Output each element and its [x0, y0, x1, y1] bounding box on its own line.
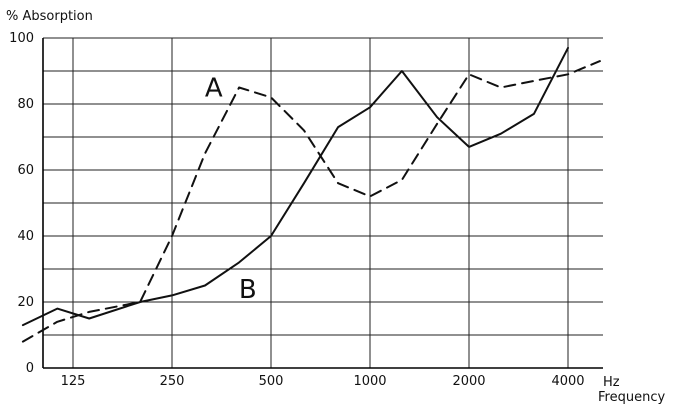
y-tick-label: 40 [17, 229, 34, 244]
x-tick-label: 1000 [353, 374, 386, 389]
x-tick-label: 250 [160, 374, 185, 389]
x-tick-label: 2000 [452, 374, 485, 389]
y-tick-label: 100 [9, 31, 34, 46]
y-tick-label: 60 [17, 163, 34, 178]
x-axis-unit: Hz [603, 375, 620, 390]
series-b-line [21, 46, 569, 327]
y-tick-label: 0 [26, 361, 34, 376]
x-tick-label: 125 [61, 374, 86, 389]
axes [42, 38, 603, 369]
y-tick-label: 20 [17, 295, 34, 310]
labels: % Absorption Hz Frequency 0 20 40 60 80 100 12… [6, 9, 665, 405]
grid [43, 37, 603, 368]
y-tick-label: 80 [17, 97, 34, 112]
series-lines [21, 46, 601, 343]
x-tick-label: 500 [259, 374, 284, 389]
x-axis-title: Frequency [598, 390, 665, 405]
series-b-label: B [239, 275, 257, 305]
series-a-label: A [205, 74, 223, 104]
series-a-line [21, 60, 601, 343]
y-axis-title: % Absorption [6, 9, 93, 24]
x-tick-label: 4000 [551, 374, 584, 389]
